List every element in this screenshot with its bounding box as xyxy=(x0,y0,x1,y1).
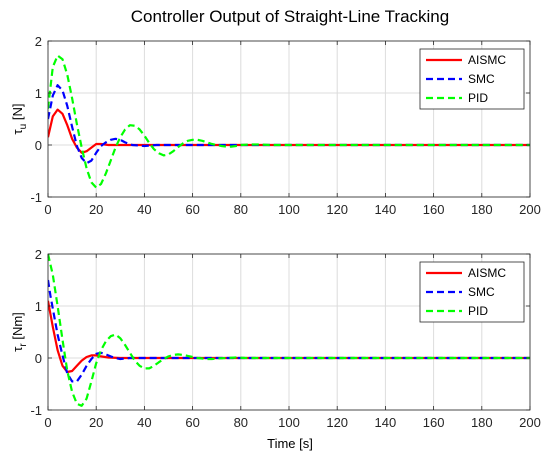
y-axis-label: τu [N] xyxy=(10,104,29,135)
y-tick-label: 0 xyxy=(35,351,42,366)
y-tick-label: 0 xyxy=(35,138,42,153)
y-tick-label: 1 xyxy=(35,299,42,314)
chart-title: Controller Output of Straight-Line Track… xyxy=(131,7,449,26)
y-axis-label: τr [Nm] xyxy=(10,312,29,352)
series-lines xyxy=(48,54,530,189)
x-tick-label: 40 xyxy=(137,415,151,430)
x-tick-label: 80 xyxy=(234,202,248,217)
legend: AISMC SMC PID xyxy=(419,48,525,110)
legend-label-aismc: AISMC xyxy=(468,266,506,280)
series-line-pid xyxy=(48,254,530,407)
x-tick-label: 80 xyxy=(234,415,248,430)
y-tick-label: 2 xyxy=(35,247,42,262)
x-tick-label: 120 xyxy=(326,415,348,430)
y-axis-label-subscript: u xyxy=(18,124,29,130)
x-tick-label: 20 xyxy=(89,415,103,430)
x-tick-label: 180 xyxy=(471,202,493,217)
series-lines xyxy=(48,254,530,407)
y-tick-label: 1 xyxy=(35,86,42,101)
x-tick-label: 0 xyxy=(44,415,51,430)
y-axis-label-unit: [N] xyxy=(10,104,25,124)
legend-label-pid: PID xyxy=(468,304,488,318)
x-tick-label: 140 xyxy=(375,415,397,430)
series-line-smc xyxy=(48,84,530,165)
x-tick-label: 20 xyxy=(89,202,103,217)
y-axis-label-subscript: r xyxy=(18,343,29,347)
legend-label-aismc: AISMC xyxy=(468,53,506,67)
legend-label-smc: SMC xyxy=(468,72,495,86)
y-tick-label: 2 xyxy=(35,34,42,49)
x-tick-label: 0 xyxy=(44,202,51,217)
y-axis-label-symbol: τ xyxy=(10,346,25,352)
series-line-pid xyxy=(48,54,530,189)
y-axis-label-symbol: τ xyxy=(10,128,25,134)
x-tick-label: 120 xyxy=(326,202,348,217)
x-tick-label: 60 xyxy=(185,415,199,430)
x-axis-label: Time [s] xyxy=(267,436,313,451)
series-line-smc xyxy=(48,279,530,383)
x-tick-label: 40 xyxy=(137,202,151,217)
x-tick-label: 180 xyxy=(471,415,493,430)
legend-label-pid: PID xyxy=(468,91,488,105)
x-tick-label: 60 xyxy=(185,202,199,217)
x-tick-label: 200 xyxy=(519,415,541,430)
x-tick-label: 160 xyxy=(423,202,445,217)
x-tick-label: 100 xyxy=(278,415,300,430)
y-axis-label-unit: [Nm] xyxy=(10,312,25,343)
legend-label-smc: SMC xyxy=(468,285,495,299)
y-tick-label: -1 xyxy=(30,403,42,418)
series-line-aismc xyxy=(48,108,530,154)
x-tick-label: 200 xyxy=(519,202,541,217)
series-line-aismc xyxy=(48,300,530,374)
x-tick-label: 160 xyxy=(423,415,445,430)
x-tick-label: 100 xyxy=(278,202,300,217)
x-tick-label: 140 xyxy=(375,202,397,217)
y-tick-label: -1 xyxy=(30,190,42,205)
legend: AISMC SMC PID xyxy=(419,261,525,323)
